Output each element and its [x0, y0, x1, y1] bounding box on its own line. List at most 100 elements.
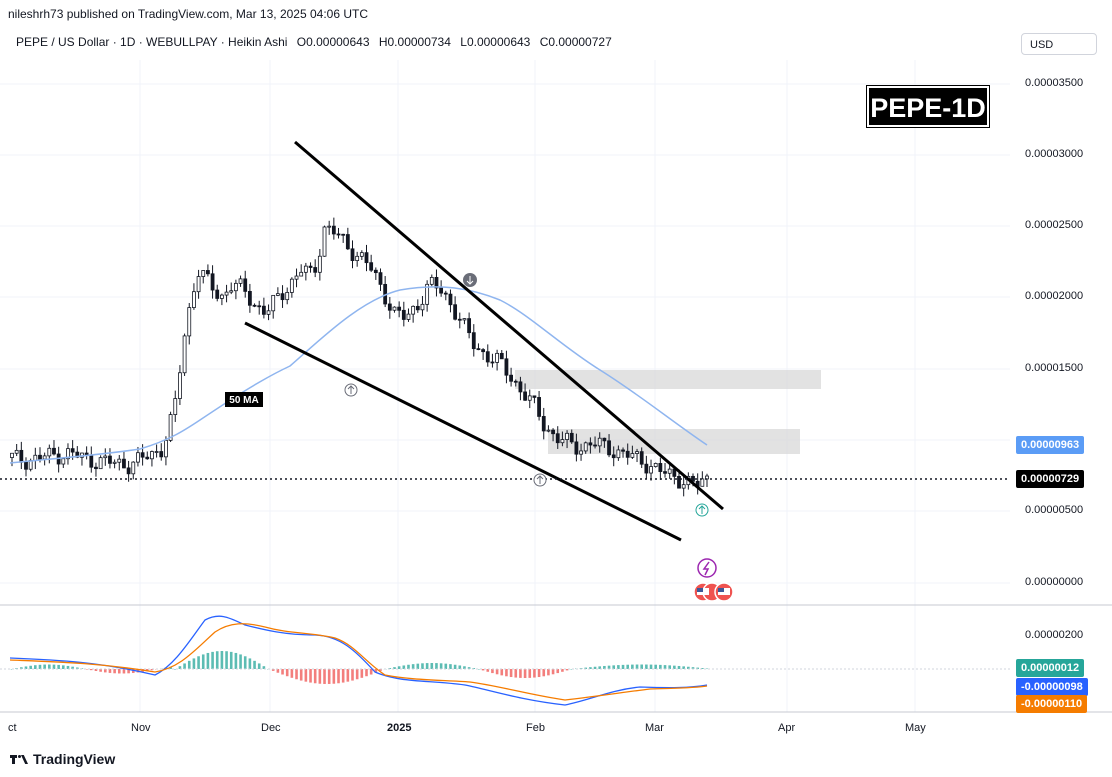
candle-body: [658, 463, 663, 472]
candle-body: [565, 432, 569, 440]
us-flag-event-icon: [693, 582, 734, 602]
histogram-bar: [220, 651, 224, 669]
candle-body: [322, 226, 327, 257]
candle-body: [415, 305, 420, 311]
histogram-bar: [24, 666, 28, 669]
candle-body: [635, 451, 639, 454]
candle-body: [206, 270, 210, 275]
histogram-bar: [631, 664, 634, 669]
price-axis-label: 0.00000000: [1025, 576, 1084, 588]
candle-body: [187, 307, 192, 337]
histogram-bar: [649, 664, 653, 669]
candle-body: [607, 440, 611, 456]
price-chart[interactable]: 50 MA: [0, 60, 1112, 750]
candle-body: [117, 458, 122, 463]
histogram-bar: [239, 654, 242, 669]
histogram-bar: [537, 669, 541, 678]
tradingview-footer[interactable]: TradingView: [10, 751, 115, 767]
macd-tag: -0.00000098: [1016, 678, 1088, 696]
candle-body: [574, 441, 579, 455]
candle-body: [560, 439, 565, 444]
candle-body: [70, 448, 75, 453]
candle-body: [201, 270, 206, 277]
candle-body: [252, 304, 257, 307]
symbol-name[interactable]: PEPE / US Dollar · 1D · WEBULLPAY · Heik…: [16, 35, 288, 49]
candle-body: [108, 455, 112, 464]
candle-body: [243, 278, 248, 292]
candle-body: [667, 468, 672, 474]
candle-body: [350, 248, 355, 262]
candle-body: [154, 451, 159, 453]
wedge-upper-line: [294, 140, 724, 511]
histogram-bar: [691, 667, 695, 669]
candle-body: [215, 289, 220, 299]
histogram-bar: [397, 666, 401, 669]
candle-body: [178, 372, 182, 399]
price-axis-label: 0.00002500: [1025, 219, 1084, 231]
histogram-bar: [528, 669, 532, 678]
histogram-bar: [34, 665, 37, 669]
candle-body: [481, 349, 486, 353]
candle-body: [611, 454, 616, 459]
candle-body: [359, 252, 364, 257]
histogram-bar: [598, 666, 602, 669]
candle-body: [345, 234, 350, 250]
lightning-event-icon: [697, 558, 717, 578]
histogram-bar: [113, 669, 116, 674]
histogram-bar: [173, 669, 177, 670]
candles: [10, 217, 709, 497]
histogram-bar: [449, 664, 452, 669]
histogram-bar: [612, 665, 616, 669]
histogram-bar: [416, 663, 420, 669]
histogram-bar: [411, 664, 415, 669]
histogram-bar: [234, 652, 238, 669]
histogram-bar: [318, 669, 322, 684]
candle-body: [364, 252, 369, 264]
histogram-bar: [108, 669, 112, 673]
ma50-line: [9, 286, 708, 464]
histogram-bar: [593, 666, 597, 669]
histogram-bar: [453, 664, 457, 669]
histogram-bar: [346, 669, 350, 682]
candle-body: [467, 318, 472, 334]
candle-body: [420, 303, 425, 311]
candle-body: [89, 454, 94, 468]
candle-body: [94, 466, 98, 470]
histogram-bar: [99, 669, 102, 672]
ma-label-box: [225, 392, 263, 407]
currency-button[interactable]: USD: [1021, 33, 1097, 55]
ma-value-tag: 0.00000963: [1016, 436, 1085, 454]
histogram-bar: [192, 658, 196, 669]
price-axis-label: 0.00000500: [1025, 504, 1084, 516]
candle-body: [294, 275, 299, 280]
histogram-bar: [654, 664, 657, 669]
candle-body: [126, 467, 131, 475]
histogram-bar: [705, 668, 709, 670]
candle-body: [387, 303, 392, 311]
histogram-bar: [262, 666, 266, 669]
candle-body: [229, 290, 234, 293]
histogram-bar: [369, 669, 373, 675]
histogram-bar: [621, 664, 625, 669]
candle-body: [476, 348, 481, 351]
candle-body: [28, 460, 33, 470]
footer-brand: TradingView: [33, 751, 116, 767]
histogram-bar: [43, 664, 46, 669]
histogram-bar: [337, 669, 340, 684]
histogram-bar: [701, 668, 704, 669]
histogram-bar: [85, 669, 88, 670]
histogram-bar: [463, 666, 466, 669]
candle-body: [551, 429, 555, 435]
histogram-bar: [276, 669, 280, 673]
histogram-bar: [682, 666, 685, 669]
histogram-bar: [62, 665, 65, 669]
candle-body: [150, 451, 154, 460]
candle-body: [196, 276, 201, 293]
time-axis-label: May: [905, 722, 926, 734]
candle-body: [112, 461, 117, 464]
time-axis-label: ct: [8, 722, 17, 734]
histogram-bar: [257, 663, 261, 669]
candle-body: [173, 398, 178, 415]
candle-body: [66, 448, 70, 460]
candle-body: [406, 313, 411, 320]
